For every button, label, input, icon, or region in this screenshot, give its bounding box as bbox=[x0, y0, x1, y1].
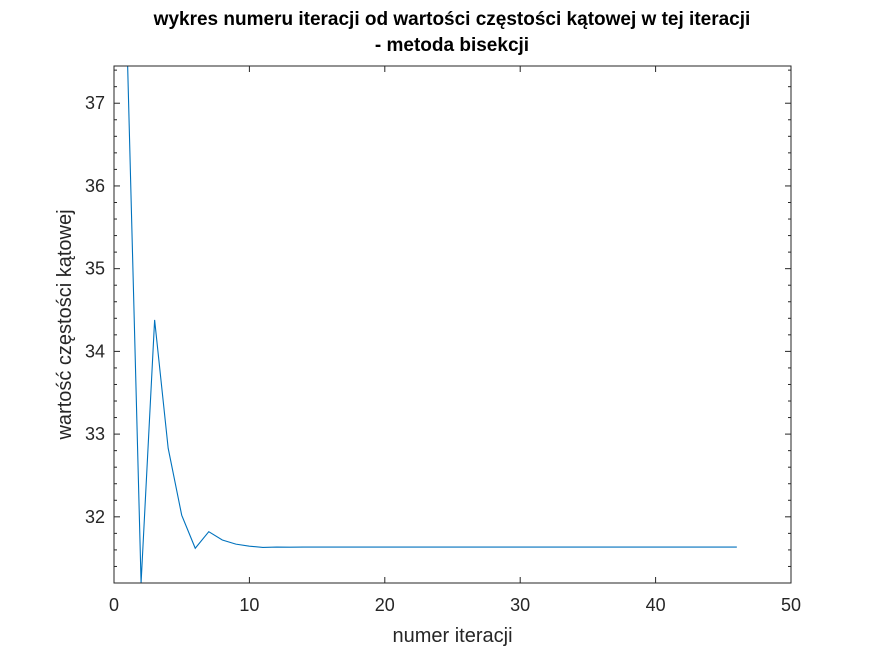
y-tick-label: 36 bbox=[85, 176, 105, 196]
plot-frame bbox=[113, 65, 792, 584]
y-tick-label: 33 bbox=[85, 424, 105, 444]
chart-title: wykres numeru iteracji od wartości częst… bbox=[153, 9, 751, 56]
x-tick-label: 0 bbox=[109, 595, 119, 615]
chart-title-line-2: - metoda bisekcji bbox=[375, 35, 529, 56]
x-tick-label: 40 bbox=[646, 595, 666, 615]
x-axis-label: numer iteracji bbox=[392, 625, 512, 647]
x-tick-label: 10 bbox=[239, 595, 259, 615]
x-tick-labels: 0 10 20 30 40 50 bbox=[109, 595, 801, 615]
x-tick-label: 30 bbox=[510, 595, 530, 615]
series-group bbox=[127, 66, 737, 583]
y-tick-label: 35 bbox=[85, 259, 105, 279]
chart-title-line-1: wykres numeru iteracji od wartości częst… bbox=[153, 9, 751, 30]
y-tick-labels: 32 33 34 35 36 37 bbox=[85, 93, 105, 527]
plot-area bbox=[114, 66, 791, 583]
y-axis-label: wartość częstości kątowej bbox=[54, 209, 76, 440]
x-tick-label: 50 bbox=[781, 595, 801, 615]
y-tick-label: 37 bbox=[85, 93, 105, 113]
x-tick-label: 20 bbox=[375, 595, 395, 615]
y-tick-label: 34 bbox=[85, 341, 105, 361]
series-line bbox=[127, 66, 737, 583]
y-tick-label: 32 bbox=[85, 507, 105, 527]
